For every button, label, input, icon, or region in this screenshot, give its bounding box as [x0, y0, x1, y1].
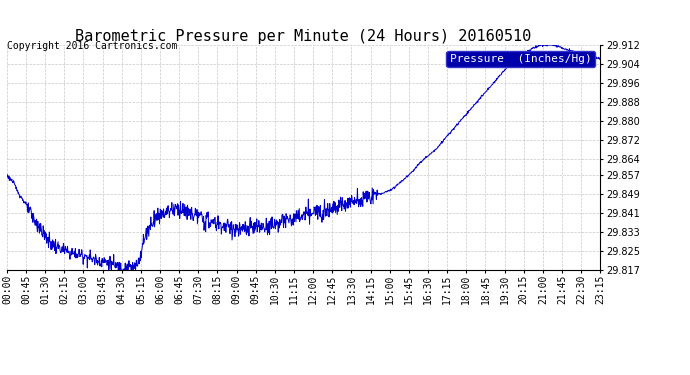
Legend: Pressure  (Inches/Hg): Pressure (Inches/Hg): [446, 51, 595, 67]
Title: Barometric Pressure per Minute (24 Hours) 20160510: Barometric Pressure per Minute (24 Hours…: [75, 29, 532, 44]
Text: Copyright 2016 Cartronics.com: Copyright 2016 Cartronics.com: [7, 41, 177, 51]
